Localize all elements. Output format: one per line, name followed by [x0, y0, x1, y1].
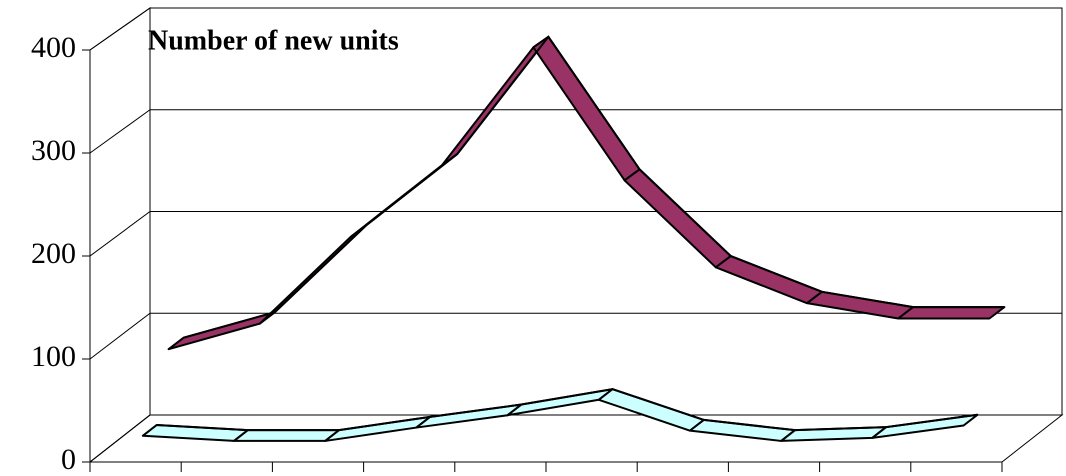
grid-line — [89, 109, 1062, 154]
y-tick-label: 100 — [31, 340, 76, 373]
ribbon-segment — [623, 168, 732, 269]
ribbon-segment — [597, 388, 705, 432]
y-tick-label: 0 — [61, 443, 76, 476]
side-wall — [89, 7, 151, 464]
ribbon-segment — [532, 35, 641, 182]
grid-line — [89, 7, 1062, 51]
grid-line — [89, 312, 1062, 360]
grid-line — [89, 414, 1062, 463]
ribbon-segment — [233, 429, 340, 442]
line-series — [156, 388, 978, 432]
y-tick-label: 400 — [31, 31, 76, 64]
grid-line — [89, 211, 1062, 257]
line-series — [183, 35, 1005, 339]
y-tick-label: 200 — [31, 237, 76, 270]
ribbon-segment — [897, 306, 1006, 320]
ribbon-segment — [689, 418, 796, 442]
y-tick-label: 300 — [31, 134, 76, 167]
ribbon-segment — [167, 311, 276, 351]
chart-title: Number of new units — [148, 25, 399, 56]
ribbon-segment — [714, 255, 823, 305]
ribbon-segment — [506, 388, 614, 417]
